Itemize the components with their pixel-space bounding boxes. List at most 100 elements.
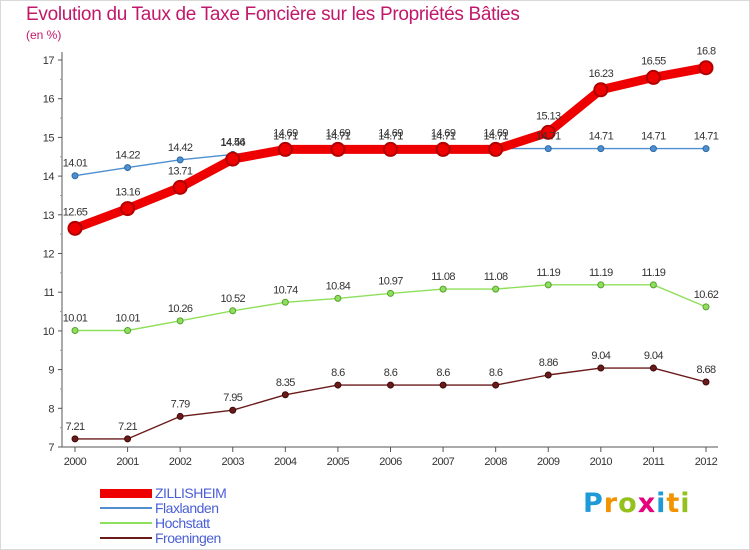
data-label: 14.71	[273, 131, 298, 143]
data-label: 14.56	[220, 136, 245, 148]
data-point	[172, 179, 188, 195]
data-point	[597, 364, 605, 372]
data-label: 13.71	[168, 165, 193, 177]
x-tick-label: 2010	[590, 456, 613, 468]
data-point	[383, 141, 398, 157]
data-point	[593, 82, 609, 98]
data-point	[645, 69, 661, 85]
y-tick-label: 7	[48, 442, 54, 454]
logo-letter: o	[618, 488, 638, 519]
series-labels: 12.65 13.16 13.71 14.44 14.69 14.69 14.69 14.69…	[63, 46, 720, 433]
chart-title: Evolution du Taux de Taxe Foncière sur l…	[26, 4, 520, 25]
proxiti-logo: Proxiti	[583, 488, 691, 519]
data-point	[488, 141, 504, 157]
legend-item-hochstatt: Hochstatt	[100, 516, 340, 531]
legend: ZILLISHEIM Flaxlanden Hochstatt Froeningen	[100, 486, 340, 546]
x-tick-label: 2000	[64, 456, 87, 468]
data-label: 14.71	[536, 131, 561, 143]
data-point	[544, 281, 552, 289]
data-label: 7.21	[65, 421, 84, 433]
data-label: 15.13	[536, 110, 561, 122]
data-point	[387, 289, 394, 297]
data-point	[71, 435, 79, 443]
legend-item-froeningen: Froeningen	[100, 531, 340, 546]
data-point	[281, 298, 289, 306]
data-point	[702, 303, 710, 311]
data-label: 14.44	[220, 137, 245, 149]
data-point	[702, 145, 710, 153]
data-label: 11.19	[642, 267, 666, 279]
data-point	[277, 141, 293, 157]
data-point	[225, 151, 241, 167]
x-tick-label: 2001	[116, 456, 139, 468]
legend-item-flaxlanden: Flaxlanden	[100, 501, 340, 516]
data-point	[176, 317, 184, 325]
data-point	[176, 156, 184, 164]
data-point	[387, 381, 394, 389]
y-tick-label: 13	[43, 210, 55, 222]
y-tick-label: 17	[43, 55, 55, 67]
data-label: 10.62	[694, 289, 719, 301]
legend-label: Hochstatt	[155, 515, 210, 531]
data-point	[120, 201, 136, 217]
data-label: 14.71	[326, 131, 351, 143]
data-label: 14.71	[694, 131, 719, 143]
data-point	[229, 406, 237, 414]
logo-letter: i	[656, 488, 667, 519]
data-point	[67, 220, 83, 236]
x-tick-label: 2008	[484, 456, 507, 468]
data-label: 8.35	[276, 377, 295, 389]
data-point	[71, 327, 79, 335]
data-label: 9.04	[591, 350, 610, 362]
data-label: 11.19	[536, 267, 560, 279]
data-label: 14.69	[378, 127, 403, 139]
data-label: 14.71	[378, 131, 403, 143]
data-label: 16.23	[589, 68, 614, 80]
data-label: 11.19	[589, 267, 613, 279]
data-label: 16.55	[641, 55, 666, 67]
data-point	[439, 285, 447, 293]
data-point	[649, 281, 657, 289]
data-label: 14.71	[589, 131, 614, 143]
data-label: 7.95	[223, 392, 242, 404]
data-label: 10.01	[63, 313, 88, 325]
data-point	[698, 60, 714, 76]
x-tick-label: 2003	[222, 456, 245, 468]
data-label: 14.01	[63, 158, 88, 170]
legend-swatch	[100, 488, 152, 498]
data-label: 8.6	[331, 367, 345, 379]
data-label: 10.97	[378, 275, 403, 287]
data-point	[71, 172, 79, 180]
data-point	[597, 281, 605, 289]
x-tick-label: 2012	[695, 456, 718, 468]
data-point	[176, 412, 184, 420]
data-label: 16.8	[696, 46, 715, 58]
data-label: 9.04	[644, 350, 663, 362]
legend-label: Flaxlanden	[155, 500, 219, 516]
data-label: 8.6	[436, 367, 450, 379]
y-axis-unit: (en %)	[26, 28, 62, 42]
data-label: 8.6	[489, 367, 503, 379]
logo-letter: P	[583, 488, 604, 519]
x-tick-label: 2004	[274, 456, 297, 468]
data-label: 13.16	[115, 187, 140, 199]
data-point	[124, 164, 132, 172]
legend-swatch	[100, 537, 152, 539]
x-tick-label: 2006	[379, 456, 402, 468]
logo-letter: i	[680, 488, 691, 519]
x-tick-label: 2007	[432, 456, 455, 468]
data-label: 10.74	[273, 284, 298, 296]
data-label: 7.79	[171, 398, 190, 410]
axes: 7 8 9 10 11 12 13 14 15 16 17 2000 2001 2002 2003 2004 2…	[43, 52, 718, 468]
data-label: 14.69	[431, 127, 456, 139]
data-label: 11.08	[484, 271, 508, 283]
data-point	[597, 145, 605, 153]
data-point	[649, 364, 657, 372]
data-label: 14.71	[483, 131, 508, 143]
data-point	[334, 381, 342, 389]
legend-swatch	[100, 522, 152, 524]
logo-letter: r	[603, 488, 619, 519]
data-point	[281, 391, 289, 399]
x-tick-label: 2002	[169, 456, 192, 468]
